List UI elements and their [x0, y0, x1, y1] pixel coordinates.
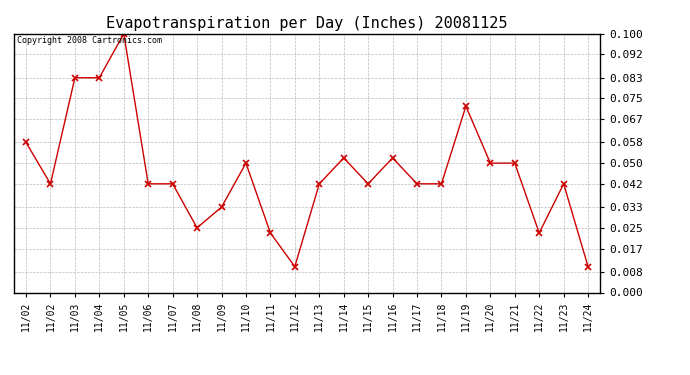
- Title: Evapotranspiration per Day (Inches) 20081125: Evapotranspiration per Day (Inches) 2008…: [106, 16, 508, 31]
- Text: Copyright 2008 Cartronics.com: Copyright 2008 Cartronics.com: [17, 36, 161, 45]
